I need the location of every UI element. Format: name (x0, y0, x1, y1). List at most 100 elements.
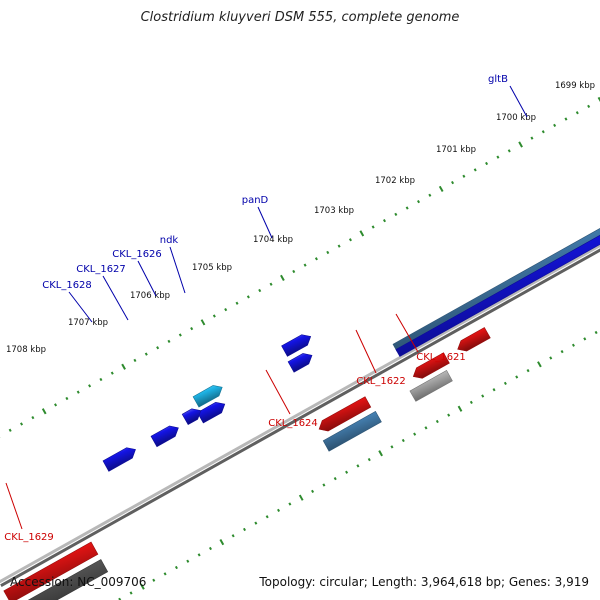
minor-tick (424, 426, 428, 430)
minor-tick (348, 238, 352, 242)
minor-tick (20, 422, 24, 426)
minor-tick (31, 415, 35, 420)
minor-tick (451, 180, 455, 185)
minor-tick (394, 212, 398, 216)
minor-tick (212, 314, 216, 318)
minor-tick (541, 130, 545, 134)
scale-label: 1705 kbp (192, 263, 232, 273)
gene-label-ndk: ndk (160, 235, 179, 246)
major-tick (378, 450, 383, 457)
major-tick (597, 96, 600, 103)
scale-label: 1704 kbp (253, 235, 293, 245)
scale-label: 1701 kbp (436, 145, 476, 155)
major-tick (298, 494, 304, 501)
minor-tick (575, 111, 579, 115)
gene-label-CKL_1629: CKL_1629 (4, 532, 54, 543)
minor-tick (515, 375, 519, 379)
minor-tick (481, 394, 485, 398)
minor-tick (333, 477, 337, 481)
minor-tick (99, 377, 103, 382)
gene-label-CKL_1622: CKL_1622 (356, 376, 406, 387)
minor-tick (571, 343, 575, 347)
minor-tick (503, 381, 507, 385)
minor-tick (447, 413, 451, 417)
minor-tick (401, 438, 405, 443)
backbone-line (0, 243, 600, 584)
minor-tick (186, 559, 190, 563)
gene-label-CKL_1627: CKL_1627 (76, 264, 126, 275)
minor-tick (428, 193, 432, 197)
gene-label-panD: panD (242, 195, 269, 206)
major-tick (200, 319, 206, 326)
backbone-shadow (0, 248, 600, 587)
minor-tick (345, 470, 349, 474)
minor-tick (288, 502, 292, 506)
minor-tick (254, 521, 258, 525)
minor-tick (553, 123, 557, 128)
topology-label: Topology: circular; Length: 3,964,618 bp… (259, 575, 589, 589)
CKL_1629-feature (3, 541, 99, 600)
minor-tick (469, 400, 473, 405)
panD-downstream-feature (287, 353, 313, 373)
minor-tick (526, 369, 530, 373)
major-tick (140, 583, 145, 590)
CKL_1628-feature (102, 447, 136, 472)
outer-scale-track (0, 96, 600, 438)
gltB-feature (392, 228, 600, 352)
major-tick (457, 405, 463, 412)
minor-tick (549, 356, 553, 360)
minor-tick (587, 104, 591, 108)
minor-tick (560, 349, 564, 354)
minor-tick (235, 301, 239, 305)
minor-tick (322, 483, 326, 487)
minor-tick (144, 352, 148, 356)
minor-tick (303, 263, 307, 267)
minor-tick (473, 168, 477, 172)
minor-tick (231, 534, 235, 538)
accession-label: Accession: NC_009706 (10, 575, 147, 589)
CKL_1622-pseudo-feature (409, 369, 453, 402)
gene-label-CKL_1621: CKL_1621 (416, 352, 466, 363)
minor-tick (163, 572, 167, 576)
scale-label: 1699 kbp (555, 81, 595, 91)
minor-tick (88, 384, 92, 388)
scale-label: 1700 kbp (496, 113, 536, 123)
gene-label-CKL_1626: CKL_1626 (112, 249, 162, 260)
minor-tick (326, 250, 330, 255)
minor-tick (152, 578, 156, 582)
minor-tick (118, 597, 122, 600)
minor-tick (382, 219, 386, 223)
minor-tick (8, 428, 12, 432)
major-tick (359, 230, 365, 237)
minor-tick (208, 546, 212, 551)
minor-tick (65, 396, 69, 401)
minor-tick (265, 515, 269, 519)
minor-tick (417, 200, 421, 204)
CKL_1624-rna-feature (322, 410, 382, 452)
CKL_1626-feature (181, 408, 202, 426)
leader-line (102, 275, 129, 321)
gltB-cds-feature (395, 234, 600, 357)
leader-line (5, 482, 23, 530)
minor-tick (337, 244, 341, 248)
CKL_1621-feature (457, 327, 491, 352)
minor-tick (197, 553, 201, 557)
scale-label: 1703 kbp (314, 206, 354, 216)
CKL_1627-feature (150, 425, 179, 448)
major-tick (280, 274, 285, 281)
major-tick (41, 408, 47, 415)
scale-label: 1706 kbp (130, 291, 170, 301)
minor-tick (405, 206, 409, 210)
minor-tick (496, 155, 500, 159)
minor-tick (246, 295, 250, 299)
leader-line (355, 329, 377, 374)
leader-line (265, 369, 291, 415)
minor-tick (277, 508, 281, 513)
minor-tick (583, 337, 587, 341)
minor-tick (156, 346, 160, 350)
scale-label: 1702 kbp (375, 176, 415, 186)
minor-tick (133, 358, 137, 363)
major-tick (518, 141, 523, 148)
minor-tick (190, 327, 194, 331)
